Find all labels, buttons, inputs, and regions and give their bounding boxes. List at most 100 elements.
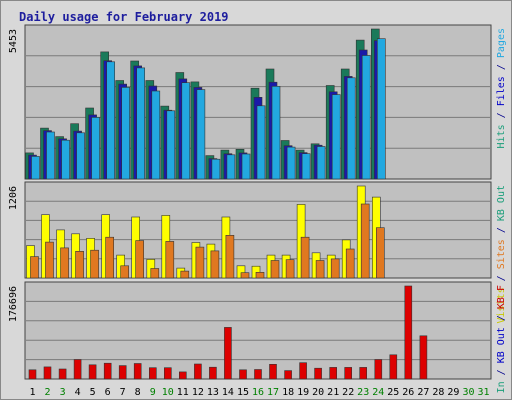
- bar-hits-pages: [61, 139, 70, 180]
- xtick-label: 31: [477, 387, 489, 398]
- panel-kb: [24, 281, 492, 380]
- right-label-part: /: [496, 269, 507, 287]
- xtick-label: 19: [297, 387, 309, 398]
- bar-kb-kb-f: [344, 367, 353, 380]
- xtick-label: 11: [177, 387, 189, 398]
- ytick-label-kb: 176696: [8, 286, 19, 322]
- right-label-part: Hits: [496, 124, 507, 148]
- bar-kb-kb-f: [224, 327, 232, 380]
- bar-visits-sites: [270, 260, 280, 279]
- bar-visits-sites: [135, 240, 144, 279]
- bar-visits-sites: [330, 258, 340, 279]
- xtick-label: 15: [237, 387, 249, 398]
- bar-visits-sites: [285, 259, 295, 279]
- bar-hits-pages: [331, 94, 341, 180]
- bar-kb-kb-f: [164, 367, 172, 380]
- bar-visits-sites: [255, 271, 265, 279]
- bar-hits-pages: [106, 61, 115, 180]
- xtick-label: 25: [387, 387, 399, 398]
- right-label-part: /: [496, 309, 507, 327]
- xtick-label: 1: [29, 387, 35, 398]
- bar-visits-sites: [360, 203, 370, 279]
- bar-hits-pages: [316, 146, 326, 180]
- bar-kb-kb-f: [299, 362, 307, 380]
- bar-hits-pages: [211, 158, 221, 180]
- xtick-label: 16: [252, 387, 264, 398]
- bar-visits-sites: [225, 235, 235, 279]
- bar-kb-kb-f: [58, 368, 67, 380]
- ytick-label-visits: 1206: [8, 186, 19, 210]
- bar-visits-sites: [150, 268, 160, 279]
- right-label-part: KB Out: [496, 185, 507, 221]
- xtick-label: 24: [372, 387, 384, 398]
- bar-kb-kb-f: [329, 367, 338, 380]
- bar-hits-pages: [346, 77, 356, 180]
- xtick-label: 23: [357, 387, 369, 398]
- right-label-part: KB Out: [496, 327, 507, 363]
- xtick-label: 10: [162, 387, 174, 398]
- bar-kb-kb-f: [118, 365, 127, 380]
- bar-visits-sites: [45, 241, 54, 279]
- bar-hits-pages: [166, 110, 176, 180]
- bar-kb-kb-f: [269, 363, 277, 380]
- xtick-label: 29: [447, 387, 459, 398]
- bar-hits-pages: [46, 131, 55, 180]
- xtick-label: 21: [327, 387, 339, 398]
- xtick-label: 14: [222, 387, 234, 398]
- bar-visits-sites: [105, 236, 114, 279]
- right-label-part: /: [496, 363, 507, 381]
- bar-kb-kb-f: [88, 364, 97, 380]
- xtick-label: 17: [267, 387, 279, 398]
- bar-kb-kb-f: [133, 363, 142, 380]
- xtick-label: 26: [402, 387, 414, 398]
- right-label-part: /: [496, 58, 507, 76]
- bar-hits-pages: [121, 87, 130, 180]
- bar-visits-sites: [165, 241, 175, 279]
- bar-visits-sites: [90, 249, 99, 279]
- xtick-label: 9: [150, 387, 156, 398]
- bar-visits-sites: [315, 260, 325, 279]
- xtick-label: 20: [312, 387, 324, 398]
- bar-hits-pages: [241, 153, 251, 180]
- bar-hits-pages: [151, 90, 161, 180]
- bar-kb-kb-f: [209, 366, 217, 380]
- xtick-label: 22: [342, 387, 354, 398]
- bar-hits-pages: [76, 132, 85, 180]
- bar-hits-pages: [196, 89, 206, 180]
- xtick-label: 8: [135, 387, 141, 398]
- right-label-part: KB In: [496, 381, 507, 399]
- bar-kb-kb-f: [404, 285, 413, 380]
- bar-visits-sites: [240, 272, 250, 279]
- bar-kb-kb-f: [28, 369, 37, 380]
- xtick-label: 18: [282, 387, 294, 398]
- right-label-part: /: [496, 106, 507, 124]
- xtick-label: 12: [192, 387, 204, 398]
- bar-kb-kb-f: [374, 359, 383, 380]
- bar-hits-pages: [376, 38, 386, 180]
- bar-kb-kb-f: [43, 366, 52, 380]
- bar-kb-kb-f: [419, 335, 428, 380]
- bar-visits-sites: [375, 227, 385, 279]
- bar-hits-pages: [271, 86, 281, 180]
- bar-visits-sites: [180, 270, 190, 279]
- bar-hits-pages: [31, 156, 40, 180]
- xtick-label: 3: [60, 387, 66, 398]
- bar-hits-pages: [181, 82, 191, 180]
- ytick-label-hits: 5453: [8, 29, 19, 53]
- xtick-label: 30: [462, 387, 474, 398]
- xtick-label: 6: [105, 387, 111, 398]
- bar-hits-pages: [286, 146, 296, 180]
- bar-visits-sites: [345, 248, 355, 279]
- bar-kb-kb-f: [389, 354, 398, 380]
- bar-hits-pages: [301, 153, 311, 180]
- bar-kb-kb-f: [284, 370, 292, 380]
- bar-kb-kb-f: [103, 362, 112, 380]
- xtick-label: 4: [75, 387, 81, 398]
- xtick-label: 28: [432, 387, 444, 398]
- right-label-kb: KB In / KB Out / KB F: [496, 285, 507, 399]
- bar-hits-pages: [136, 67, 145, 180]
- bar-hits-pages: [256, 105, 266, 180]
- right-label-part: KB F: [496, 285, 507, 309]
